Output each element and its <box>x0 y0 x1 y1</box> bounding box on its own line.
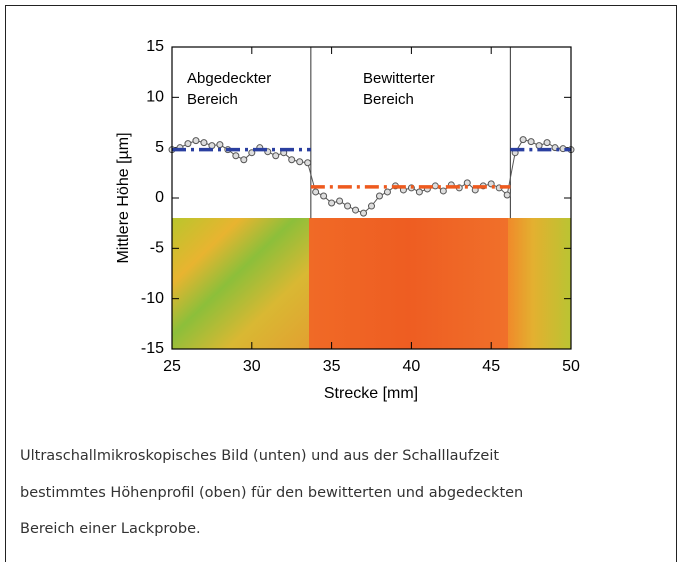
heatmap-image <box>172 218 309 349</box>
y-tick-label: 15 <box>146 38 164 55</box>
x-tick-label: 40 <box>403 358 421 375</box>
profile-point <box>193 138 199 144</box>
figure: Abgedeckter Bereich Bewitterter Bereich … <box>0 0 681 562</box>
x-tick-label: 35 <box>323 358 341 375</box>
y-tick-label: 5 <box>155 139 164 156</box>
profile-point <box>313 189 319 195</box>
profile-point <box>185 141 191 147</box>
profile-point <box>217 142 223 148</box>
annotation: Bereich <box>363 91 414 108</box>
profile-point <box>416 189 422 195</box>
y-tick-label: -15 <box>141 340 164 357</box>
annotation: Bewitterter <box>363 70 435 87</box>
profile-point <box>241 157 247 163</box>
y-tick-label: 0 <box>155 189 164 206</box>
profile-point <box>297 159 303 165</box>
x-tick-label: 30 <box>243 358 261 375</box>
profile-point <box>520 137 526 143</box>
annotation: Bereich <box>187 91 238 108</box>
profile-point <box>209 143 215 149</box>
y-tick-label: -5 <box>150 240 164 257</box>
heatmap-image <box>309 218 508 349</box>
y-axis-label: Mittlere Höhe [µm] <box>115 132 132 263</box>
profile-point <box>289 157 295 163</box>
profile-point <box>504 192 510 198</box>
profile-point <box>536 143 542 149</box>
y-tick-label: 10 <box>146 89 164 106</box>
profile-point <box>369 203 375 209</box>
profile-point <box>321 193 327 199</box>
profile-point <box>345 203 351 209</box>
profile-point <box>528 139 534 145</box>
profile-point <box>384 189 390 195</box>
profile-point <box>464 180 470 186</box>
x-axis-label: Strecke [mm] <box>324 385 418 402</box>
profile-point <box>544 140 550 146</box>
caption-line: bestimmtes Höhenprofil (oben) für den be… <box>20 485 523 501</box>
y-tick-label: -10 <box>141 290 164 307</box>
heatmap-image <box>508 218 571 349</box>
profile-point <box>376 193 382 199</box>
profile-point <box>440 188 446 194</box>
profile-point <box>233 153 239 159</box>
profile-point <box>305 160 311 166</box>
annotation: Abgedeckter <box>187 70 271 87</box>
x-tick-label: 25 <box>163 358 181 375</box>
caption-line: Ultraschallmikroskopisches Bild (unten) … <box>20 448 499 464</box>
profile-point <box>201 140 207 146</box>
x-tick-label: 45 <box>482 358 500 375</box>
profile-point <box>329 200 335 206</box>
profile-point <box>353 207 359 213</box>
x-tick-label: 50 <box>562 358 580 375</box>
profile-point <box>337 198 343 204</box>
profile-point <box>273 153 279 159</box>
profile-point <box>432 183 438 189</box>
figure-panel: Abgedeckter Bereich Bewitterter Bereich … <box>0 0 681 562</box>
profile-point <box>361 210 367 216</box>
caption-line: Bereich einer Lackprobe. <box>20 521 201 537</box>
